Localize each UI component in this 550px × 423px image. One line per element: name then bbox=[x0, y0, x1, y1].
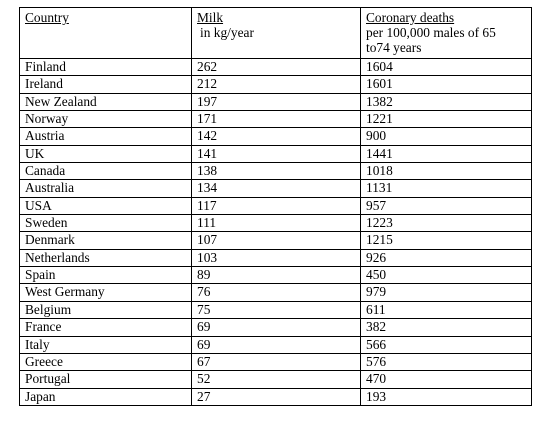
header-milk: Milk in kg/year bbox=[191, 7, 361, 59]
country-cell: Finland bbox=[19, 57, 192, 77]
deaths-cell: 576 bbox=[360, 352, 532, 372]
header-country: Country bbox=[19, 7, 192, 59]
deaths-cell: 957 bbox=[360, 196, 532, 216]
milk-coronary-table: Country Milk in kg/year Coronary deaths … bbox=[19, 7, 532, 406]
deaths-cell: 193 bbox=[360, 387, 532, 406]
milk-cell: 69 bbox=[191, 335, 361, 354]
deaths-cell: 926 bbox=[360, 248, 532, 268]
milk-cell: 212 bbox=[191, 75, 361, 94]
milk-cell: 142 bbox=[191, 127, 361, 146]
deaths-cell: 1131 bbox=[360, 179, 532, 198]
deaths-cell: 900 bbox=[360, 127, 532, 146]
milk-cell: 171 bbox=[191, 110, 361, 129]
header-milk-label: Milk bbox=[197, 10, 224, 25]
country-cell: Netherlands bbox=[19, 248, 192, 268]
table-row: Italy 69 566 bbox=[19, 335, 532, 354]
country-cell: Australia bbox=[19, 179, 192, 198]
country-cell: France bbox=[19, 318, 192, 337]
deaths-cell: 979 bbox=[360, 283, 532, 302]
table-row: France 69 382 bbox=[19, 318, 532, 337]
table-row: Australia 134 1131 bbox=[19, 179, 532, 198]
country-cell: Belgium bbox=[19, 300, 192, 320]
table-row: West Germany 76 979 bbox=[19, 283, 532, 302]
header-deaths-sub1: per 100,000 males of 65 bbox=[366, 25, 496, 40]
table-row: Finland 262 1604 bbox=[19, 57, 532, 77]
milk-cell: 262 bbox=[191, 57, 361, 77]
milk-cell: 76 bbox=[191, 283, 361, 302]
table-row: Japan 27 193 bbox=[19, 387, 532, 406]
deaths-cell: 1221 bbox=[360, 110, 532, 129]
country-cell: West Germany bbox=[19, 283, 192, 302]
table-row: Netherlands 103 926 bbox=[19, 248, 532, 268]
table-header-row: Country Milk in kg/year Coronary deaths … bbox=[19, 7, 532, 59]
header-deaths-sub2: to74 years bbox=[366, 40, 422, 55]
table-row: UK 141 1441 bbox=[19, 144, 532, 164]
table-row: Ireland 212 1601 bbox=[19, 75, 532, 94]
deaths-cell: 1604 bbox=[360, 57, 532, 77]
header-deaths-label: Coronary deaths bbox=[366, 10, 455, 25]
table-row: Sweden 111 1223 bbox=[19, 214, 532, 233]
milk-cell: 89 bbox=[191, 266, 361, 285]
country-cell: Portugal bbox=[19, 370, 192, 389]
deaths-cell: 566 bbox=[360, 335, 532, 354]
milk-cell: 75 bbox=[191, 300, 361, 320]
country-cell: UK bbox=[19, 144, 192, 164]
milk-cell: 107 bbox=[191, 231, 361, 250]
table-body: Country Milk in kg/year Coronary deaths … bbox=[19, 7, 532, 406]
country-cell: Denmark bbox=[19, 231, 192, 250]
country-cell: Greece bbox=[19, 352, 192, 372]
milk-cell: 117 bbox=[191, 196, 361, 216]
deaths-cell: 1018 bbox=[360, 162, 532, 181]
deaths-cell: 470 bbox=[360, 370, 532, 389]
header-milk-unit: in kg/year bbox=[200, 25, 254, 40]
table-row: Spain 89 450 bbox=[19, 266, 532, 285]
table-row: Belgium 75 611 bbox=[19, 300, 532, 320]
table-row: Canada 138 1018 bbox=[19, 162, 532, 181]
table-row: New Zealand 197 1382 bbox=[19, 92, 532, 112]
country-cell: Canada bbox=[19, 162, 192, 181]
table-row: USA 117 957 bbox=[19, 196, 532, 216]
deaths-cell: 1223 bbox=[360, 214, 532, 233]
country-cell: Austria bbox=[19, 127, 192, 146]
deaths-cell: 1601 bbox=[360, 75, 532, 94]
table-row: Portugal 52 470 bbox=[19, 370, 532, 389]
milk-cell: 27 bbox=[191, 387, 361, 406]
country-cell: Japan bbox=[19, 387, 192, 406]
milk-cell: 197 bbox=[191, 92, 361, 112]
header-deaths: Coronary deaths per 100,000 males of 65 … bbox=[360, 7, 532, 59]
table-row: Greece 67 576 bbox=[19, 352, 532, 372]
header-country-label: Country bbox=[25, 10, 69, 25]
deaths-cell: 1382 bbox=[360, 92, 532, 112]
deaths-cell: 1441 bbox=[360, 144, 532, 164]
country-cell: USA bbox=[19, 196, 192, 216]
milk-cell: 138 bbox=[191, 162, 361, 181]
country-cell: Spain bbox=[19, 266, 192, 285]
deaths-cell: 382 bbox=[360, 318, 532, 337]
milk-cell: 52 bbox=[191, 370, 361, 389]
milk-cell: 69 bbox=[191, 318, 361, 337]
country-cell: Sweden bbox=[19, 214, 192, 233]
deaths-cell: 450 bbox=[360, 266, 532, 285]
milk-cell: 111 bbox=[191, 214, 361, 233]
milk-cell: 134 bbox=[191, 179, 361, 198]
milk-cell: 141 bbox=[191, 144, 361, 164]
country-cell: Italy bbox=[19, 335, 192, 354]
country-cell: New Zealand bbox=[19, 92, 192, 112]
table-row: Norway 171 1221 bbox=[19, 110, 532, 129]
country-cell: Norway bbox=[19, 110, 192, 129]
milk-cell: 67 bbox=[191, 352, 361, 372]
deaths-cell: 611 bbox=[360, 300, 532, 320]
table-row: Denmark 107 1215 bbox=[19, 231, 532, 250]
table-row: Austria 142 900 bbox=[19, 127, 532, 146]
country-cell: Ireland bbox=[19, 75, 192, 94]
milk-cell: 103 bbox=[191, 248, 361, 268]
deaths-cell: 1215 bbox=[360, 231, 532, 250]
